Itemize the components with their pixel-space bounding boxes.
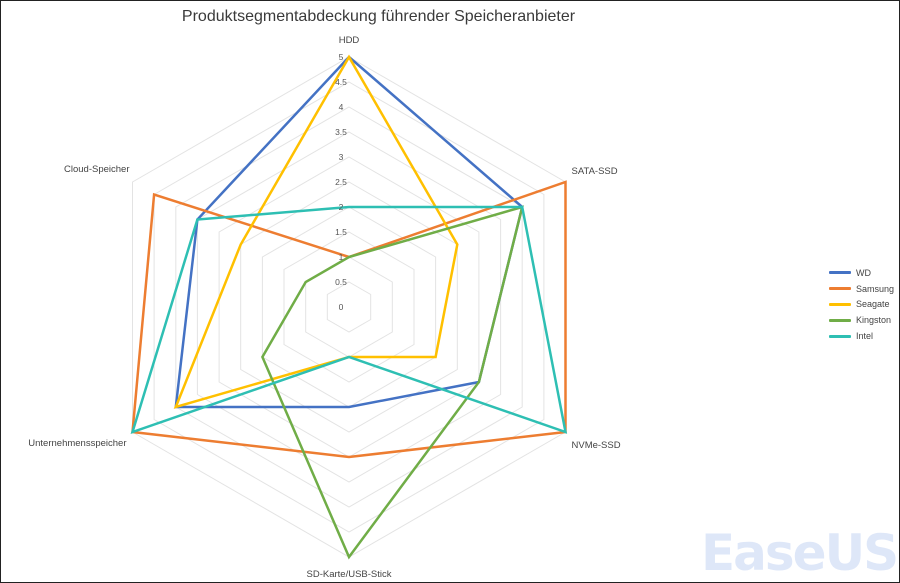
tick-label: 3 xyxy=(339,152,344,162)
grid-ring xyxy=(283,231,415,383)
legend-label: Seagate xyxy=(856,299,890,310)
legend-swatch xyxy=(829,318,851,322)
legend-label: Samsung xyxy=(856,283,895,294)
grid-ring xyxy=(196,131,502,483)
grid-ring xyxy=(218,156,480,458)
legend-swatch xyxy=(829,287,851,291)
legend-swatch xyxy=(829,271,851,275)
radar-grid xyxy=(132,56,566,558)
axis-label: SD-Karte/USB-Stick xyxy=(307,569,392,580)
legend-item: Kingston xyxy=(829,312,894,328)
radar-tick-labels: 0 0.5 1 1.5 2 2.5 3 3.5 4 4.5 5 xyxy=(335,52,347,312)
tick-label: 5 xyxy=(339,52,344,62)
series-line-intel xyxy=(130,205,568,434)
axis-label: SATA-SSD xyxy=(572,166,618,177)
tick-label: 1 xyxy=(339,252,344,262)
tick-label: 4.5 xyxy=(335,77,347,87)
grid-ring xyxy=(153,81,545,533)
axis-label: Unternehmensspeicher xyxy=(28,438,126,449)
axis-label: Cloud-Speicher xyxy=(64,164,129,175)
tick-label: 4 xyxy=(339,102,344,112)
tick-label: 0.5 xyxy=(335,277,347,287)
legend-item: Intel xyxy=(829,328,894,344)
legend-label: Intel xyxy=(856,331,874,342)
grid-ring xyxy=(175,106,523,508)
legend-item: WD xyxy=(829,265,894,281)
chart-title: Produktsegmentabdeckung führender Speich… xyxy=(181,8,576,25)
legend-swatch xyxy=(829,334,851,338)
grid-ring xyxy=(305,256,393,358)
radar-axis-labels: HDD SATA-SSD NVMe-SSD SD-Karte/USB-Stick Unt… xyxy=(28,35,620,580)
grid-ring xyxy=(240,181,458,433)
legend-label: Kingston xyxy=(856,315,892,326)
series-line-seagate xyxy=(173,54,459,409)
tick-label: 2.5 xyxy=(335,177,347,187)
tick-label: 1.5 xyxy=(335,227,347,237)
easeus-logo: EaseUS xyxy=(701,524,899,582)
legend-swatch xyxy=(829,302,851,306)
grid-ring xyxy=(326,281,372,333)
tick-label: 2 xyxy=(339,202,344,212)
tick-label: 3.5 xyxy=(335,127,347,137)
legend-item: Samsung xyxy=(829,281,894,297)
chart-legend: WD Samsung Seagate Kingston Intel xyxy=(829,265,894,344)
legend-item: Seagate xyxy=(829,297,894,313)
axis-label: NVMe-SSD xyxy=(572,440,621,451)
series-line-samsung xyxy=(131,180,567,459)
radar-series xyxy=(130,54,568,560)
tick-label: 0 xyxy=(339,302,344,312)
legend-label: WD xyxy=(856,267,871,278)
axis-label: HDD xyxy=(339,35,360,46)
